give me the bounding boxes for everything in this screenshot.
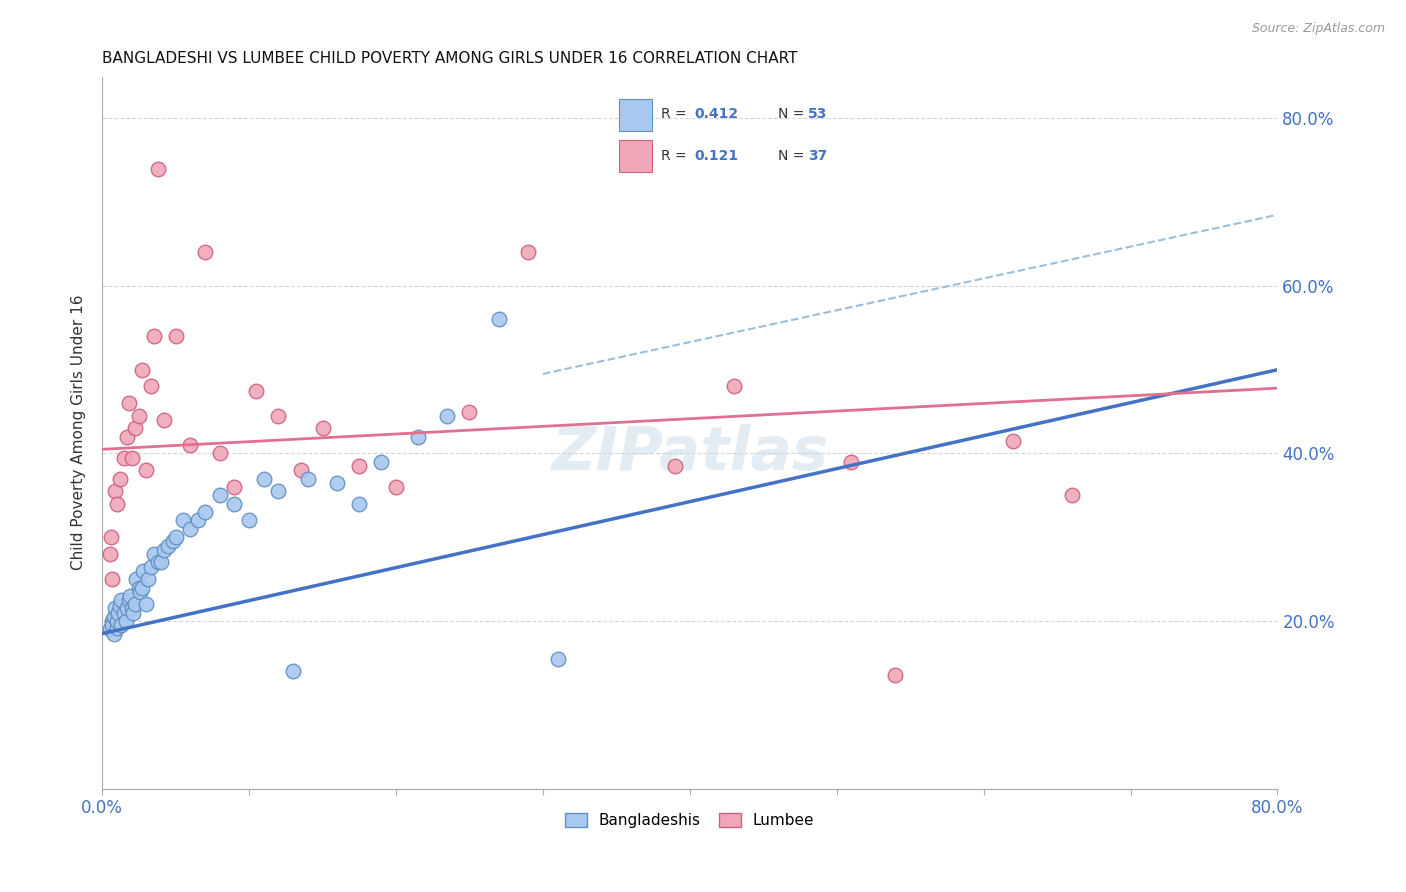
Point <box>290 463 312 477</box>
Point <box>253 472 276 486</box>
Point <box>124 597 146 611</box>
Point <box>194 245 217 260</box>
Point <box>194 505 217 519</box>
Point <box>115 430 138 444</box>
Point <box>118 593 141 607</box>
Point <box>370 455 392 469</box>
Point <box>103 610 125 624</box>
Point <box>110 593 132 607</box>
Point <box>517 245 540 260</box>
Point <box>104 601 127 615</box>
Point <box>120 589 142 603</box>
Point <box>122 606 145 620</box>
Point <box>165 530 187 544</box>
Point <box>179 522 201 536</box>
Point <box>131 581 153 595</box>
Point <box>349 497 371 511</box>
Point <box>136 572 159 586</box>
Point <box>100 530 122 544</box>
Point <box>149 555 172 569</box>
Point <box>121 601 143 615</box>
Point <box>664 458 686 473</box>
Point <box>125 572 148 586</box>
Point <box>139 379 162 393</box>
Point <box>267 484 290 499</box>
Point <box>162 534 184 549</box>
Point <box>103 626 125 640</box>
Point <box>121 450 143 465</box>
Point <box>267 409 290 423</box>
Point <box>238 514 260 528</box>
Point <box>884 668 907 682</box>
Point <box>406 430 429 444</box>
Point <box>349 458 371 473</box>
Text: Source: ZipAtlas.com: Source: ZipAtlas.com <box>1251 22 1385 36</box>
Point <box>153 542 176 557</box>
Point <box>112 450 135 465</box>
Point <box>101 614 124 628</box>
Point <box>153 413 176 427</box>
Point <box>172 514 194 528</box>
Y-axis label: Child Poverty Among Girls Under 16: Child Poverty Among Girls Under 16 <box>72 294 86 570</box>
Point <box>146 555 169 569</box>
Point <box>157 539 180 553</box>
Point <box>105 621 128 635</box>
Point <box>105 614 128 628</box>
Point <box>311 421 333 435</box>
Point <box>146 161 169 176</box>
Point <box>1001 434 1024 448</box>
Point <box>385 480 408 494</box>
Point <box>104 484 127 499</box>
Point <box>132 564 155 578</box>
Point <box>224 497 246 511</box>
Point <box>187 514 209 528</box>
Point <box>245 384 267 398</box>
Point <box>547 651 569 665</box>
Point <box>208 488 231 502</box>
Text: BANGLADESHI VS LUMBEE CHILD POVERTY AMONG GIRLS UNDER 16 CORRELATION CHART: BANGLADESHI VS LUMBEE CHILD POVERTY AMON… <box>103 51 797 66</box>
Point <box>488 312 510 326</box>
Point <box>101 572 124 586</box>
Point <box>131 362 153 376</box>
Point <box>142 329 165 343</box>
Point <box>841 455 863 469</box>
Point <box>128 581 150 595</box>
Point <box>105 497 128 511</box>
Point <box>108 599 131 613</box>
Point <box>115 601 138 615</box>
Point <box>723 379 745 393</box>
Point <box>101 618 124 632</box>
Point <box>326 475 349 490</box>
Point <box>224 480 246 494</box>
Point <box>165 329 187 343</box>
Point <box>124 421 146 435</box>
Point <box>98 547 121 561</box>
Point <box>107 606 129 620</box>
Point <box>436 409 458 423</box>
Point <box>139 559 162 574</box>
Text: ZIPatlas: ZIPatlas <box>551 425 828 483</box>
Point <box>108 472 131 486</box>
Point <box>283 665 305 679</box>
Point <box>135 463 157 477</box>
Point <box>1060 488 1083 502</box>
Legend: Bangladeshis, Lumbee: Bangladeshis, Lumbee <box>560 806 821 834</box>
Point <box>129 584 152 599</box>
Point <box>118 396 141 410</box>
Point <box>128 409 150 423</box>
Point <box>135 597 157 611</box>
Point <box>110 618 132 632</box>
Point <box>98 623 121 637</box>
Point <box>458 404 481 418</box>
Point <box>179 438 201 452</box>
Point <box>142 547 165 561</box>
Point <box>112 606 135 620</box>
Point <box>297 472 319 486</box>
Point <box>208 446 231 460</box>
Point <box>114 614 136 628</box>
